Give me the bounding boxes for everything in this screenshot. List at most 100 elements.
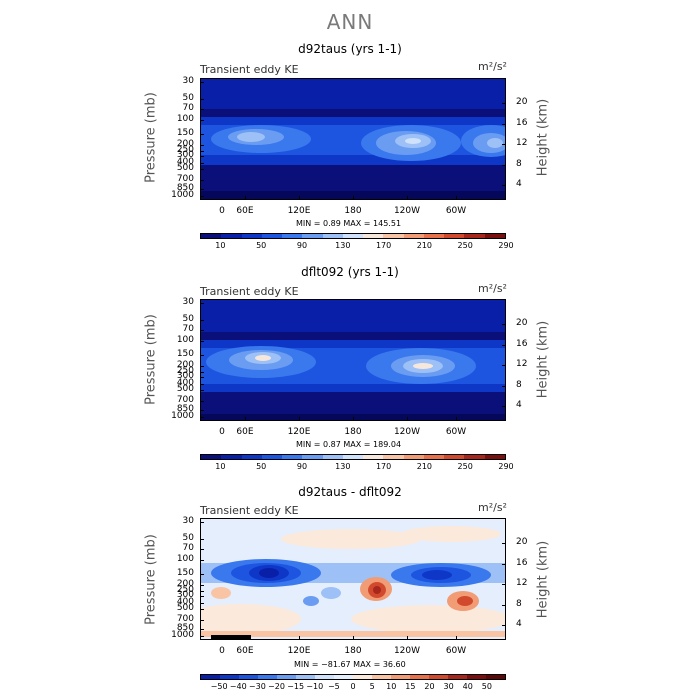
colorbar-label: 10 [215,462,226,471]
y-tick-label: 50 [182,314,194,324]
colorbar-swatch [258,675,277,679]
colorbar [200,233,506,239]
field-band [201,191,505,199]
tick-mark [456,196,457,200]
tick-mark [200,120,204,121]
field-contour [303,596,319,606]
y2-tick-label: 4 [516,619,522,629]
main-title: ANN [326,10,374,34]
field-band [201,300,505,332]
tick-mark [200,109,204,110]
y-tick-label: 30 [182,297,194,307]
tick-mark [353,417,354,421]
y-tick-label: 100 [176,554,194,564]
tick-mark [502,345,506,346]
colorbar-label: 130 [335,241,351,250]
y2-tick-label: 8 [516,159,522,169]
tick-mark [299,417,300,421]
tick-mark [407,196,408,200]
y-tick-label: 150 [176,568,194,578]
tick-mark [407,417,408,421]
y-tick-label: 70 [182,324,194,334]
y2-tick-label: 20 [516,318,528,328]
tick-mark [502,543,506,544]
panel-title: d92taus (yrs 1-1) [298,42,402,56]
y-tick-label: 1000 [171,411,194,421]
x-tick-label: 60W [445,646,467,656]
x-tick-label: 0 [219,646,225,656]
panel-subtitle: Transient eddy KE [200,504,299,517]
y2-tick-label: 12 [516,578,528,588]
y-tick-label: 850 [176,404,194,414]
y-tick-label: 250 [176,366,194,376]
tick-mark [200,196,201,200]
tick-mark [245,196,246,200]
colorbar-swatch [423,234,445,238]
y-tick-label: 250 [176,585,194,595]
y-tick-label: 500 [176,384,194,394]
tick-mark [502,564,506,565]
tick-mark [502,144,506,145]
x-tick-label: 120E [287,206,311,216]
y2-tick-label: 8 [516,599,522,609]
colorbar-label: −15 [287,682,305,691]
tick-mark [200,330,204,331]
tick-mark [502,584,506,585]
colorbar-swatch [239,675,258,679]
tick-mark [456,636,457,640]
colorbar-label: −20 [268,682,285,691]
colorbar-label: 170 [375,462,392,471]
tick-mark [200,320,204,321]
field-contour [351,605,505,633]
colorbar-swatch [464,234,485,238]
x-tick-label: 60E [236,646,254,656]
y-axis-label: Pressure (mb) [143,534,159,625]
x-tick-label: 0 [219,427,225,437]
colorbar-label: −10 [306,682,324,691]
field-contour [321,587,341,599]
min-max-stats: MIN = 0.87 MAX = 189.04 [296,440,402,449]
field-band [201,79,505,109]
tick-mark [502,324,506,325]
colorbar-swatch [363,455,384,459]
tick-mark [200,620,204,621]
y-tick-label: 30 [182,76,194,86]
y-tick-label: 100 [176,335,194,345]
units-label: m²/s² [478,501,507,514]
y-tick-label: 700 [176,174,194,184]
y-tick-label: 70 [182,103,194,113]
x-tick-label: 60W [445,427,467,437]
y2-axis-label: Height (km) [535,98,551,177]
field-contour [457,596,473,606]
colorbar-swatch [241,455,262,459]
colorbar-swatch [383,455,404,459]
colorbar-swatch [277,675,296,679]
colorbar-label: 50 [256,241,267,250]
colorbar-swatch [220,675,239,679]
tick-mark [200,145,204,146]
colorbar-swatch [261,455,283,459]
y-tick-label: 500 [176,163,194,173]
y-tick-label: 500 [176,603,194,613]
x-tick-label: 0 [219,206,225,216]
field-contour [255,355,271,361]
y-tick-label: 400 [176,378,194,388]
field-contour [413,363,433,369]
y2-tick-label: 20 [516,97,528,107]
panel-subtitle: Transient eddy KE [200,285,299,298]
y-axis-label: Pressure (mb) [143,314,159,405]
panel-title: d92taus - dflt092 [298,485,402,499]
colorbar-swatch [261,234,283,238]
x-tick-label: 60W [445,206,467,216]
field-contour [237,132,265,142]
colorbar-label: 5 [369,682,375,691]
tick-mark [200,82,204,83]
tick-mark [502,103,506,104]
min-max-stats: MIN = −81.67 MAX = 36.60 [294,660,406,669]
colorbar-label: 10 [386,682,397,691]
y2-tick-label: 12 [516,359,528,369]
colorbar-swatch [315,675,334,679]
units-label: m²/s² [478,282,507,295]
x-tick-label: 120W [393,427,421,437]
tick-mark [200,629,204,630]
